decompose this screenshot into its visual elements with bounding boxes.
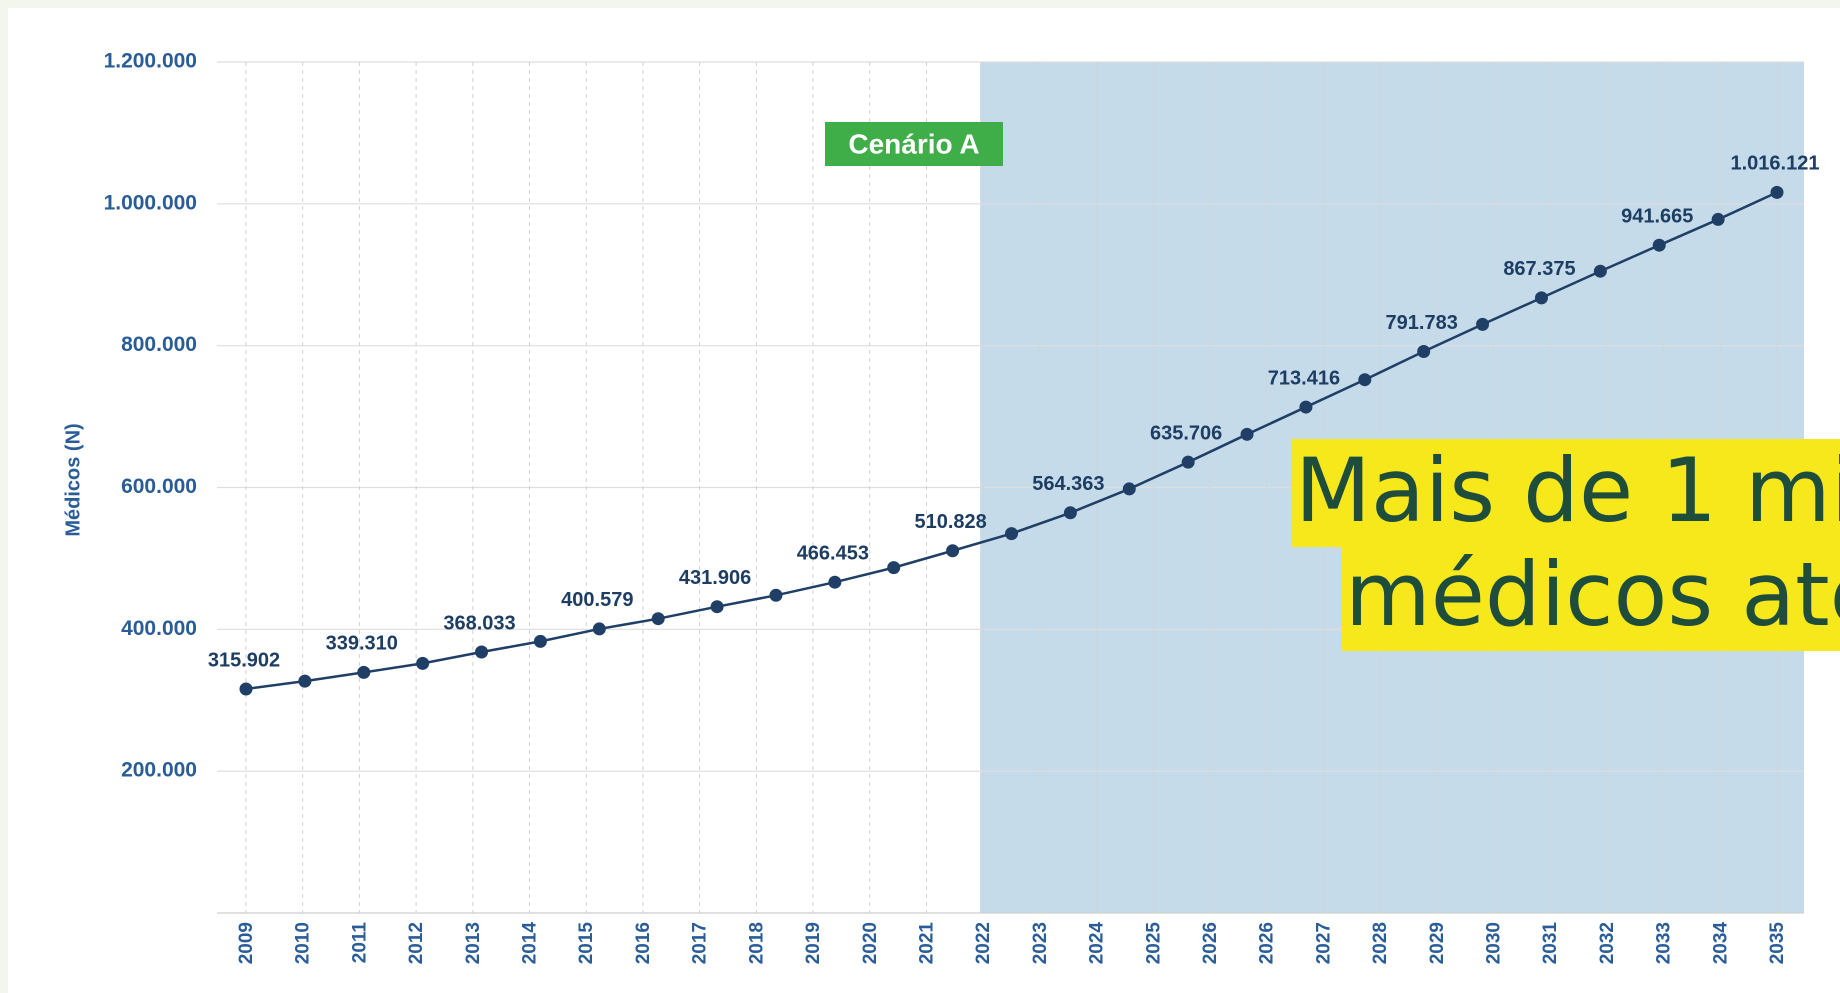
x-tick-label: 2025: [1143, 922, 1164, 965]
overlay-text: médicos até: [1345, 543, 1840, 646]
y-tick-label: 400.000: [121, 617, 197, 640]
y-axis-label: Médicos (N): [62, 423, 84, 536]
x-tick-label: 2026: [1200, 922, 1221, 964]
x-tick-label: 2031: [1540, 922, 1561, 965]
data-point: [769, 588, 783, 602]
x-tick-label: 2035: [1767, 922, 1788, 965]
overlay-text: Mais de 1 mil: [1295, 439, 1840, 542]
data-point: [1005, 527, 1018, 541]
data-label: 713.416: [1268, 367, 1340, 389]
x-tick-label: 2019: [803, 922, 824, 964]
data-point: [1240, 427, 1254, 441]
data-point: [1181, 455, 1195, 469]
data-label: 510.828: [914, 511, 986, 533]
data-point: [1534, 291, 1548, 305]
annotation: Cenário A: [848, 128, 979, 159]
x-tick-label: 2017: [690, 922, 711, 964]
data-label: 339.310: [326, 633, 398, 655]
data-point: [592, 622, 606, 636]
y-tick-label: 800.000: [121, 333, 197, 356]
data-label: 941.665: [1621, 205, 1693, 227]
annotation-box: [825, 122, 1003, 166]
data-point: [298, 674, 312, 688]
x-tick-label: 2026: [1257, 922, 1278, 964]
x-tick-label: 2023: [1030, 922, 1051, 964]
x-tick-label: 2032: [1597, 922, 1618, 964]
data-label: 400.579: [561, 589, 633, 611]
y-tick-label: 200.000: [121, 759, 197, 782]
data-label: 635.706: [1150, 422, 1222, 444]
x-tick-label: 2016: [633, 922, 654, 964]
data-label: 368.033: [443, 612, 515, 634]
data-point: [1652, 238, 1666, 252]
data-label: 466.453: [797, 542, 869, 564]
data-label: 431.906: [679, 567, 751, 589]
data-point: [946, 544, 960, 558]
x-tick-label: 2033: [1654, 922, 1675, 964]
x-tick-label: 2021: [916, 922, 937, 965]
data-point: [1417, 344, 1431, 358]
x-tick-label: 2034: [1710, 922, 1731, 965]
x-tick-label: 2030: [1483, 922, 1504, 964]
x-tick-label: 2027: [1313, 922, 1334, 964]
y-tick-label: 1.000.000: [104, 191, 197, 214]
x-tick-label: 2022: [973, 922, 994, 964]
x-tick-label: 2012: [406, 922, 427, 964]
data-label: 564.363: [1032, 473, 1104, 495]
data-label: 867.375: [1503, 258, 1575, 280]
data-point: [1711, 212, 1725, 226]
data-label: 1.016.121: [1731, 153, 1820, 175]
data-point: [357, 665, 371, 679]
x-tick-label: 2013: [463, 922, 484, 964]
x-tick-label: 2029: [1427, 922, 1448, 964]
data-point: [651, 612, 665, 626]
x-tick-label: 2015: [576, 922, 597, 965]
x-tick-label: 2028: [1370, 922, 1391, 964]
data-point: [239, 682, 253, 696]
x-tick-label: 2024: [1087, 922, 1108, 965]
data-point: [887, 561, 901, 575]
x-tick-label: 2011: [349, 922, 370, 964]
data-point: [1122, 482, 1136, 496]
x-tick-label: 2020: [860, 922, 881, 964]
x-tick-label: 2014: [520, 922, 541, 965]
data-point: [710, 600, 724, 614]
y-tick-label: 600.000: [121, 475, 197, 498]
data-point: [1476, 317, 1490, 331]
overlay-highlight: [1341, 543, 1840, 651]
y-tick-label: 1.200.000: [104, 50, 197, 73]
data-point: [416, 656, 430, 670]
x-tick-label: 2009: [236, 922, 257, 964]
data-point: [1593, 264, 1607, 278]
data-point: [828, 575, 842, 589]
overlay-highlight: [1291, 439, 1840, 547]
data-label: 315.902: [208, 649, 280, 671]
x-tick-label: 2018: [746, 922, 767, 964]
data-point: [1063, 506, 1077, 520]
data-point: [1358, 373, 1372, 387]
data-point: [533, 634, 547, 648]
data-label: 791.783: [1386, 312, 1458, 334]
x-tick-label: 2010: [293, 922, 314, 964]
data-point: [475, 645, 489, 659]
data-point: [1770, 185, 1784, 199]
data-point: [1299, 400, 1313, 414]
